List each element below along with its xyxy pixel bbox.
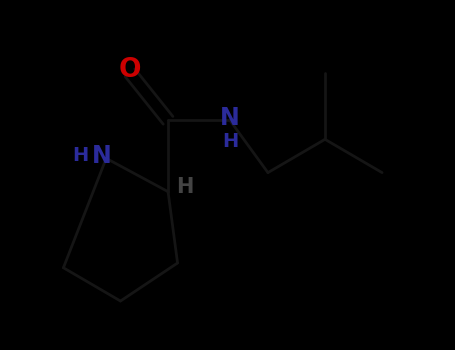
Text: N: N xyxy=(220,106,240,130)
Text: H: H xyxy=(72,146,88,166)
Text: H: H xyxy=(176,177,193,197)
Text: H: H xyxy=(222,132,238,151)
Text: N: N xyxy=(91,144,111,168)
Text: O: O xyxy=(119,57,141,83)
